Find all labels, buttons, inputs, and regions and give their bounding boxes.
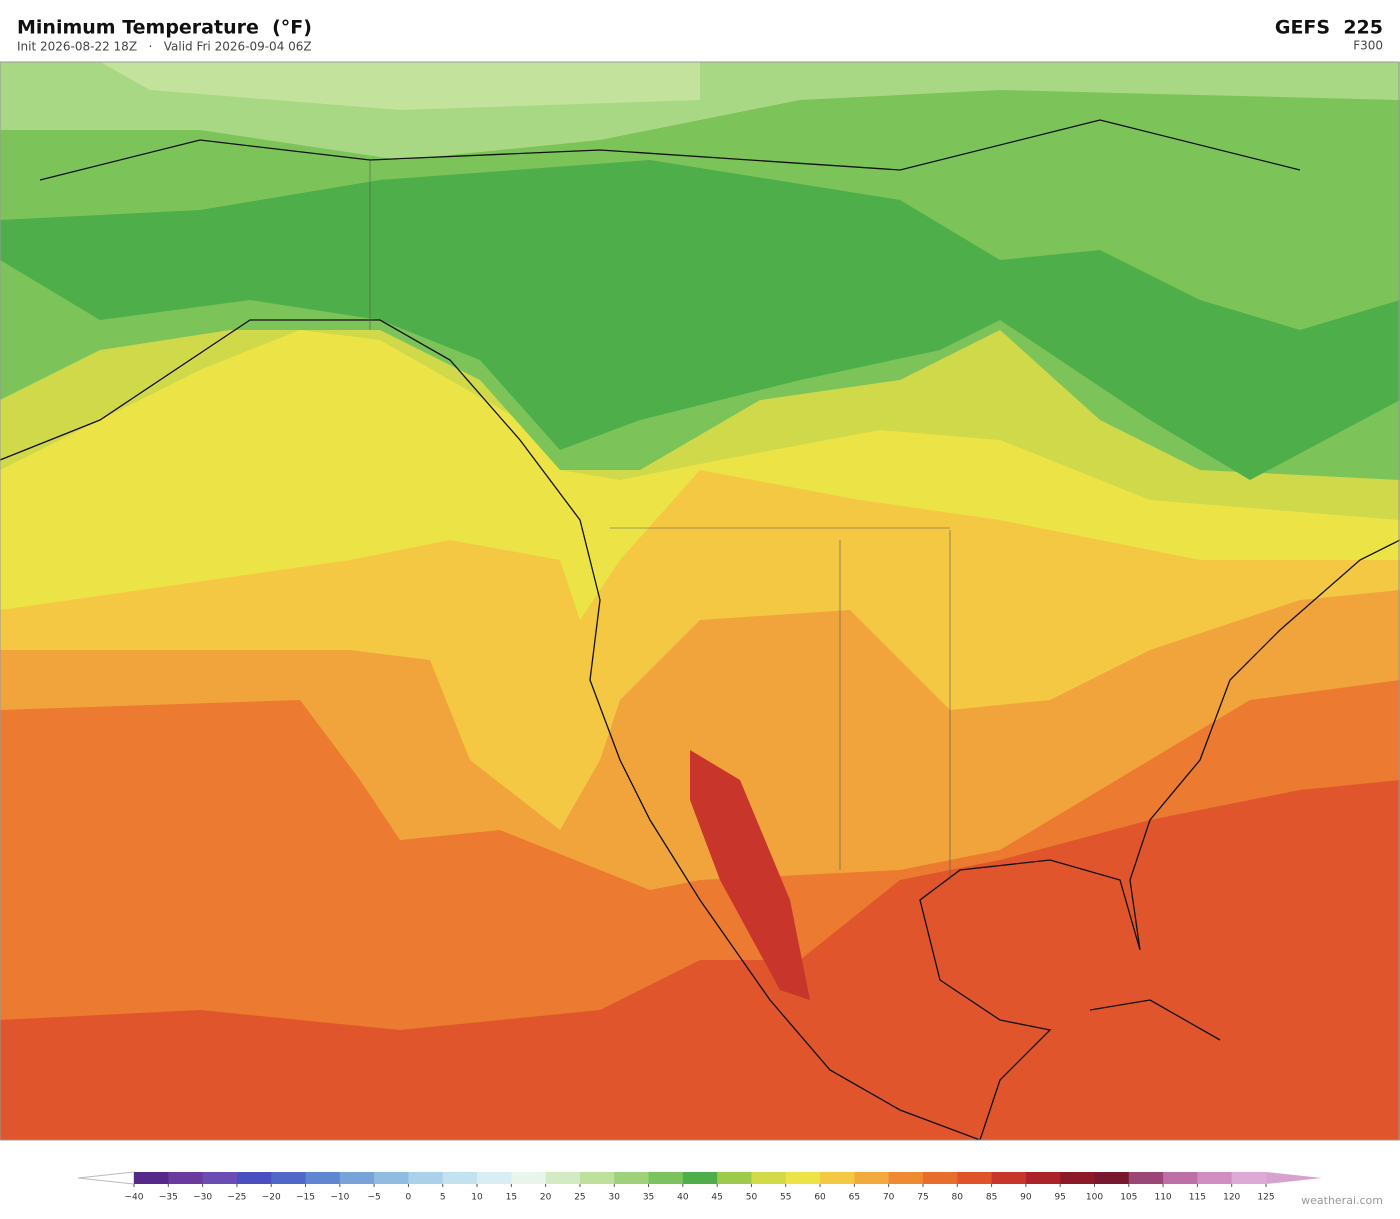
colorbar-tick-label: 35 <box>643 1193 654 1203</box>
colorbar-bin <box>168 1172 204 1184</box>
colorbar-bin <box>1025 1172 1061 1184</box>
colorbar-tick-label: 85 <box>986 1193 997 1203</box>
colorbar-tick-label: 80 <box>952 1193 964 1203</box>
colorbar-bin <box>374 1172 409 1184</box>
colorbar-under <box>77 1171 135 1185</box>
colorbar-bin <box>339 1172 375 1184</box>
colorbar-over <box>1266 1172 1322 1184</box>
colorbar-tick-label: 70 <box>883 1193 895 1203</box>
colorbar-bin <box>682 1172 718 1184</box>
colorbar-bin <box>614 1172 650 1184</box>
colorbar-bin <box>922 1172 958 1184</box>
colorbar-tick-label: 25 <box>574 1193 585 1203</box>
colorbar-bin <box>888 1172 924 1184</box>
title: Minimum Temperature (°F) <box>17 17 312 39</box>
colorbar-bin <box>545 1172 581 1184</box>
colorbar-tick-label: 20 <box>540 1193 552 1203</box>
colorbar-bin <box>1060 1172 1095 1184</box>
colorbar-tick-label: 60 <box>814 1193 826 1203</box>
colorbar-bin <box>236 1172 272 1184</box>
colorbar-bin <box>717 1172 752 1184</box>
colorbar-bin <box>271 1172 307 1184</box>
colorbar-bin <box>1197 1172 1233 1184</box>
colorbar-bin <box>785 1172 821 1184</box>
colorbar-tick-label: −10 <box>330 1193 349 1203</box>
colorbar-bin <box>648 1172 684 1184</box>
colorbar-bin <box>305 1172 341 1184</box>
colorbar-tick-label: 120 <box>1223 1193 1240 1203</box>
colorbar-tick-label: 5 <box>440 1193 446 1203</box>
colorbar-bin <box>1231 1172 1267 1184</box>
colorbar-tick-label: 115 <box>1189 1193 1206 1203</box>
colorbar-bin <box>511 1172 547 1184</box>
map-frame <box>0 61 1400 1141</box>
colorbar-bin <box>477 1172 512 1184</box>
colorbar-tick-label: 75 <box>917 1193 928 1203</box>
colorbar-bin <box>1128 1172 1164 1184</box>
colorbar-bin <box>442 1172 478 1184</box>
colorbar-bin <box>134 1172 169 1184</box>
watermark: weatherai.com <box>1301 1194 1383 1207</box>
colorbar-bin <box>1094 1172 1130 1184</box>
colorbar-tick-label: 100 <box>1086 1193 1103 1203</box>
colorbar-tick-label: 110 <box>1154 1193 1171 1203</box>
colorbar-tick-label: 55 <box>780 1193 791 1203</box>
map <box>0 62 1400 1140</box>
colorbar-bin <box>751 1172 787 1184</box>
colorbar-tick-label: 90 <box>1020 1193 1032 1203</box>
model-label: GEFS 225 <box>1275 17 1383 39</box>
colorbar-tick-label: 30 <box>609 1193 621 1203</box>
colorbar-bin <box>957 1172 993 1184</box>
colorbar-tick-label: 0 <box>406 1193 412 1203</box>
colorbar-tick-label: 50 <box>746 1193 758 1203</box>
colorbar-bin <box>1163 1172 1198 1184</box>
colorbar-bin <box>202 1172 238 1184</box>
colorbar-tick-label: −15 <box>296 1193 315 1203</box>
colorbar-tick-label: 105 <box>1120 1193 1137 1203</box>
colorbar-tick-label: −25 <box>227 1193 246 1203</box>
colorbar-tick-label: 40 <box>677 1193 689 1203</box>
colorbar-tick-label: −35 <box>159 1193 178 1203</box>
subtitle: Init 2026-08-22 18Z · Valid Fri 2026-09-… <box>17 40 312 54</box>
colorbar-bin <box>820 1172 855 1184</box>
forecast-hour: F300 <box>1353 39 1383 53</box>
colorbar-bin <box>579 1172 615 1184</box>
colorbar-tick-label: 95 <box>1054 1193 1065 1203</box>
colorbar-tick-label: −30 <box>193 1193 212 1203</box>
colorbar-tick-label: 45 <box>711 1193 722 1203</box>
colorbar-tick-label: −20 <box>262 1193 281 1203</box>
colorbar-tick-label: 10 <box>471 1193 483 1203</box>
colorbar-bin <box>991 1172 1027 1184</box>
colorbar-tick-label: 15 <box>506 1193 517 1203</box>
colorbar-tick-label: −5 <box>367 1193 380 1203</box>
colorbar-tick-label: −40 <box>125 1193 144 1203</box>
colorbar-tick-label: 65 <box>849 1193 860 1203</box>
colorbar-bin <box>854 1172 890 1184</box>
colorbar-tick-label: 125 <box>1257 1193 1274 1203</box>
colorbar-bin <box>408 1172 444 1184</box>
